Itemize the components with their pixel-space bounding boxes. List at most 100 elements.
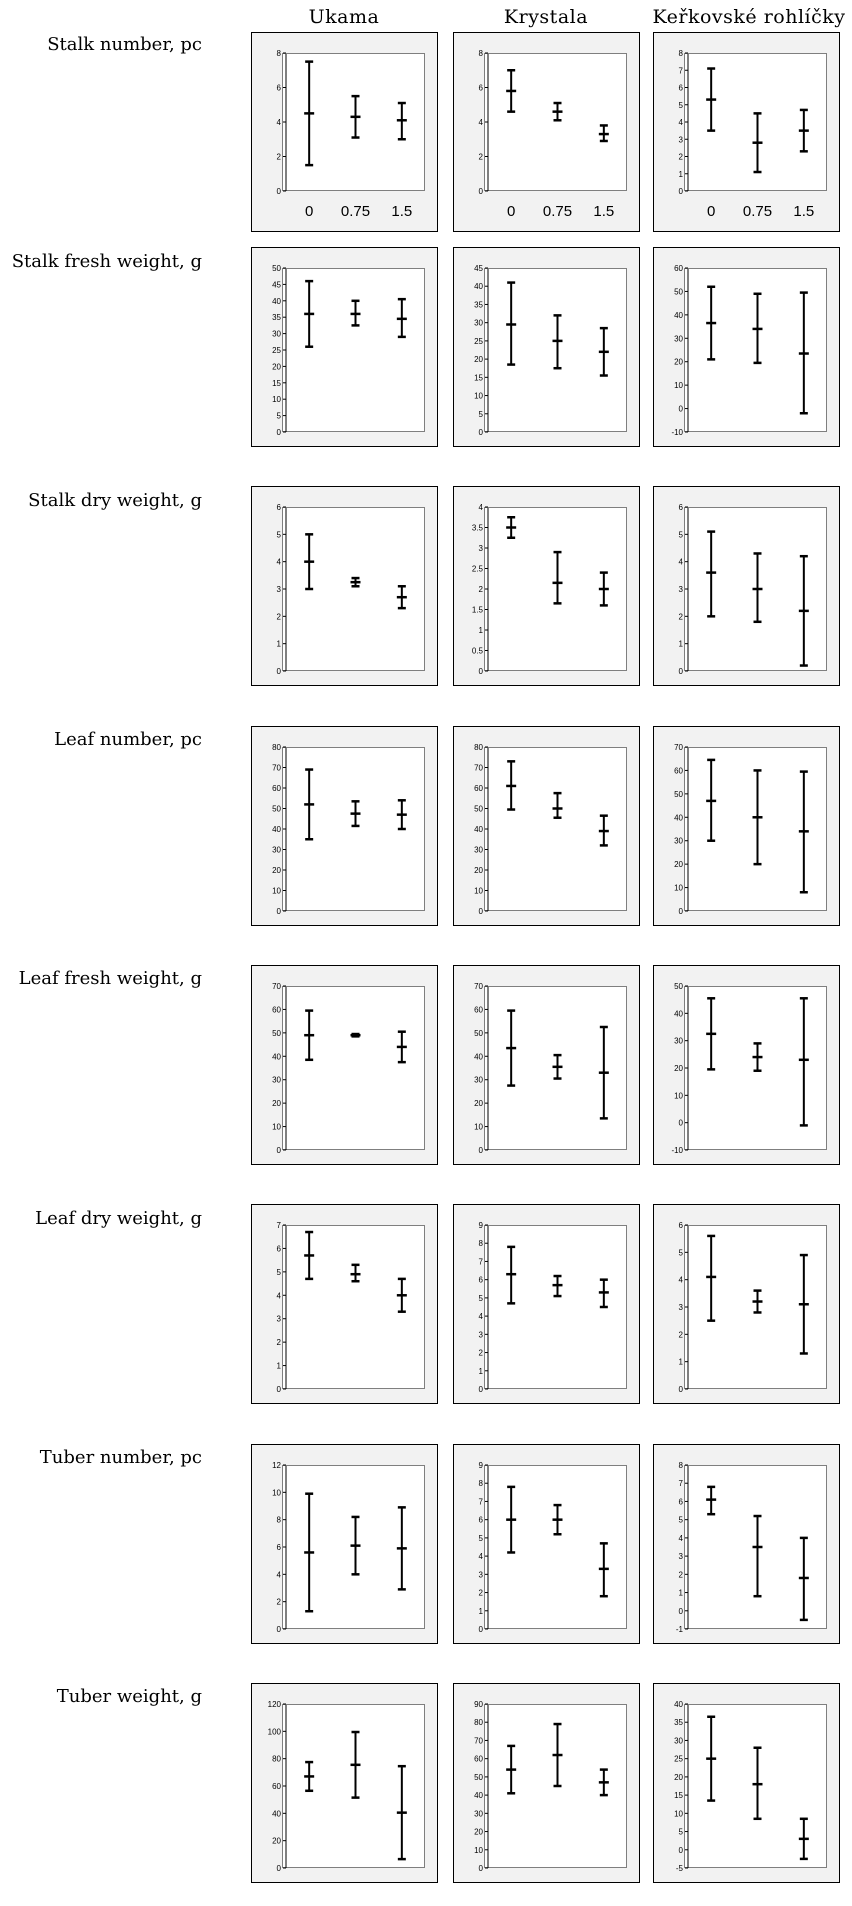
- error-bar: [798, 554, 809, 667]
- chart-svg: 0 10 20 30 40 50 60 70: [474, 982, 609, 1155]
- error-bar: [396, 1506, 407, 1591]
- error-bar: [350, 1032, 361, 1038]
- y-tick-label: 2: [277, 153, 282, 162]
- y-tick-label: 0: [679, 1119, 684, 1128]
- y-tick-label: 7: [679, 66, 684, 75]
- y-tick-label: 30: [474, 1076, 483, 1085]
- error-bar: [752, 1514, 763, 1598]
- y-tick-label: 30: [474, 319, 483, 328]
- error-bar: [304, 1492, 315, 1613]
- y-tick-label: 2: [679, 612, 684, 621]
- y-tick-label: 20: [674, 1064, 683, 1073]
- y-tick-label: 5: [679, 1516, 684, 1525]
- y-tick-label: 3: [277, 1315, 282, 1324]
- error-bar: [396, 1030, 407, 1064]
- y-tick-label: 40: [474, 825, 483, 834]
- y-tick-label: 70: [474, 764, 483, 773]
- error-bar: [506, 1485, 517, 1554]
- y-tick-label: 2.5: [472, 565, 484, 574]
- y-tick-label: 4: [277, 118, 282, 127]
- row-label-tuber-number: Tuber number, pc: [39, 1447, 202, 1468]
- x-category-label: 0: [305, 203, 313, 220]
- y-tick-label: 2: [479, 1349, 484, 1358]
- y-tick-label: 120: [268, 1700, 282, 1709]
- y-tick-label: 20: [474, 355, 483, 364]
- y-tick-label: 0: [679, 907, 684, 916]
- chart-panel-r1-c1: 0 5 10 15 20 25 30 35 40 45: [453, 247, 640, 447]
- error-bar: [304, 60, 315, 167]
- chart-panel-r3-c0: 0 10 20 30 40 50 60 70 80: [251, 726, 438, 926]
- y-tick-label: -10: [671, 1146, 683, 1155]
- y-tick-label: 2: [479, 585, 484, 594]
- row-label-stalk-number: Stalk number, pc: [47, 34, 202, 55]
- y-tick-label: 15: [474, 373, 483, 382]
- y-tick-label: 50: [272, 805, 281, 814]
- y-tick-label: -10: [671, 428, 683, 437]
- y-tick-label: 5: [679, 530, 684, 539]
- error-bar: [752, 112, 763, 174]
- y-tick-label: 50: [474, 1029, 483, 1038]
- y-tick-label: 9: [479, 1461, 484, 1470]
- y-tick-label: 40: [674, 311, 683, 320]
- error-bar: [598, 326, 609, 377]
- y-tick-label: 0: [479, 1146, 484, 1155]
- y-tick-label: 40: [674, 813, 683, 822]
- y-tick-label: 7: [277, 1221, 282, 1230]
- error-bar: [350, 1515, 361, 1576]
- y-tick-label: 20: [674, 1773, 683, 1782]
- y-tick-label: 0: [679, 1607, 684, 1616]
- error-bar: [798, 108, 809, 153]
- chart-panel-r4-c2: -10 0 10 20 30 40 50: [653, 965, 840, 1165]
- error-bar: [598, 1542, 609, 1598]
- plot-area: [282, 268, 425, 432]
- column-title-ukama: Ukama: [308, 6, 380, 28]
- y-tick-label: 40: [474, 1791, 483, 1800]
- y-tick-label: 25: [474, 337, 483, 346]
- y-tick-label: 10: [674, 1091, 683, 1100]
- y-tick-label: 20: [474, 866, 483, 875]
- y-tick-label: 20: [674, 860, 683, 869]
- y-tick-label: 60: [474, 1755, 483, 1764]
- y-tick-label: 15: [674, 1791, 683, 1800]
- y-tick-label: 0: [479, 1385, 484, 1394]
- y-tick-label: 10: [272, 1123, 281, 1132]
- y-tick-label: 20: [272, 362, 281, 371]
- y-tick-label: 8: [679, 1461, 684, 1470]
- y-tick-label: 20: [272, 1837, 281, 1846]
- y-tick-label: 50: [674, 790, 683, 799]
- error-bar: [752, 1042, 763, 1072]
- y-tick-label: 4: [679, 558, 684, 567]
- chart-svg: 0 2 4 6 8 10 12: [272, 1461, 407, 1634]
- y-tick-label: 50: [272, 264, 281, 273]
- error-bar: [506, 69, 517, 113]
- y-tick-label: 0: [277, 907, 282, 916]
- chart-panel-r0-c1: 0 2 4 6 8 0 0.75 1.5: [453, 32, 640, 232]
- y-tick-label: 20: [474, 1099, 483, 1108]
- error-bar: [552, 1503, 563, 1536]
- y-tick-label: 40: [272, 297, 281, 306]
- y-tick-label: 30: [674, 837, 683, 846]
- error-bar: [304, 768, 315, 841]
- y-tick-label: 60: [272, 1782, 281, 1791]
- y-tick-label: 50: [674, 982, 683, 991]
- error-bar: [752, 1746, 763, 1821]
- chart-svg: 0 10 20 30 40 50 60 70 80: [474, 743, 609, 916]
- chart-panel-r5-c1: 0 1 2 3 4 5 6 7 8 9: [453, 1204, 640, 1404]
- error-bar: [706, 285, 717, 361]
- chart-svg: 0 5 10 15 20 25 30 35 40 45: [474, 264, 609, 437]
- y-tick-label: 25: [272, 346, 281, 355]
- error-bar: [304, 1009, 315, 1062]
- y-tick-label: 0: [277, 1385, 282, 1394]
- chart-svg: 0 1 2 3 4 5 6: [277, 503, 407, 676]
- y-tick-label: 40: [272, 1809, 281, 1818]
- y-tick-label: 10: [674, 381, 683, 390]
- error-bar: [396, 1277, 407, 1313]
- y-tick-label: 3: [479, 544, 484, 553]
- y-tick-label: 80: [272, 1755, 281, 1764]
- chart-panel-r4-c1: 0 10 20 30 40 50 60 70: [453, 965, 640, 1165]
- error-bar: [552, 1053, 563, 1080]
- error-bar: [598, 571, 609, 607]
- error-bar: [552, 791, 563, 819]
- chart-svg: 0 20 40 60 80 100 120: [268, 1700, 407, 1873]
- chart-panel-r7-c2: -5 0 5 10 15 20 25 30 35 40: [653, 1683, 840, 1883]
